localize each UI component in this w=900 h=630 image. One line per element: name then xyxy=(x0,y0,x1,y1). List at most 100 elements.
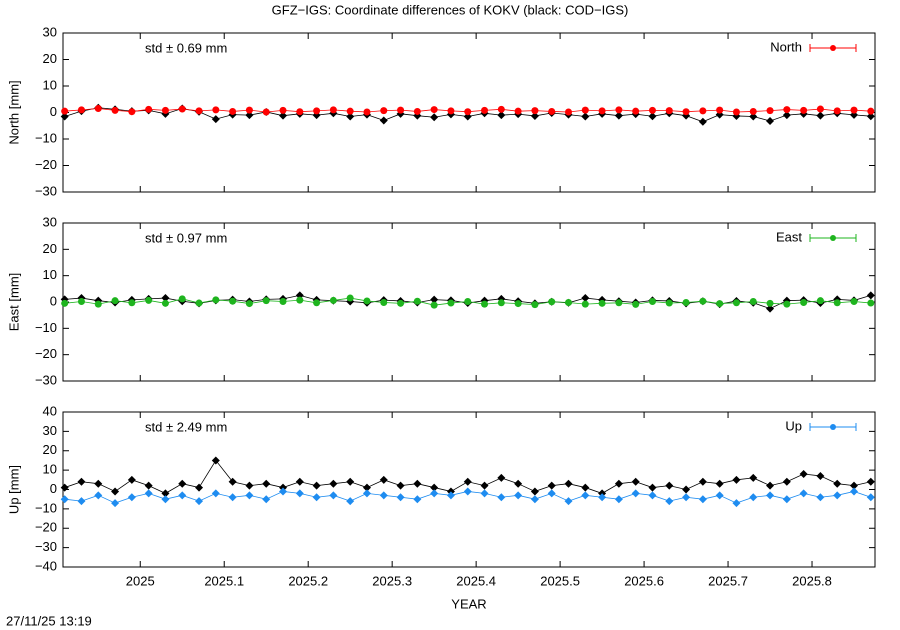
y-tick-label: 0 xyxy=(50,481,57,496)
data-point xyxy=(329,491,338,500)
data-point xyxy=(228,493,237,502)
data-point xyxy=(178,491,187,500)
data-point xyxy=(245,300,253,308)
data-point xyxy=(749,297,757,305)
y-tick-label: −10 xyxy=(35,130,57,145)
data-point xyxy=(61,107,69,115)
data-point xyxy=(530,495,539,504)
data-point xyxy=(866,493,875,502)
data-point xyxy=(77,477,86,486)
data-point xyxy=(867,107,875,115)
data-point xyxy=(413,297,421,305)
data-point xyxy=(547,489,556,498)
data-point xyxy=(631,477,640,486)
data-point xyxy=(716,300,724,308)
data-point xyxy=(447,107,455,115)
y-tick-label: 10 xyxy=(43,267,57,282)
y-tick-label: 20 xyxy=(43,241,57,256)
data-point xyxy=(61,299,69,307)
data-point xyxy=(481,300,489,308)
data-point xyxy=(245,111,254,120)
data-point xyxy=(816,105,824,113)
data-point xyxy=(598,493,607,502)
data-point xyxy=(783,300,791,308)
data-point xyxy=(682,299,690,307)
data-point xyxy=(229,297,237,305)
data-point xyxy=(312,481,321,490)
data-point xyxy=(228,477,237,486)
data-point xyxy=(379,116,388,125)
data-point xyxy=(279,106,287,114)
data-point xyxy=(481,106,489,114)
legend-sample xyxy=(830,235,836,241)
data-point xyxy=(430,106,438,114)
data-point xyxy=(245,491,254,500)
data-point xyxy=(682,493,691,502)
data-point xyxy=(178,105,186,113)
std-annotation: std ± 0.97 mm xyxy=(145,230,227,245)
data-point xyxy=(548,107,556,115)
data-point xyxy=(514,491,523,500)
data-point xyxy=(229,107,237,115)
legend-label: Up xyxy=(785,418,802,433)
data-point xyxy=(614,495,623,504)
data-point xyxy=(866,112,875,121)
data-point xyxy=(682,485,691,494)
data-point xyxy=(530,487,539,496)
data-point xyxy=(211,489,220,498)
data-point xyxy=(212,296,220,304)
data-point xyxy=(782,111,791,120)
data-point xyxy=(397,106,405,114)
data-point xyxy=(530,111,539,120)
data-point xyxy=(614,479,623,488)
data-point xyxy=(581,491,590,500)
data-point xyxy=(346,112,355,121)
data-point xyxy=(430,483,439,492)
data-point xyxy=(262,108,270,116)
data-point xyxy=(296,296,304,304)
data-point xyxy=(699,107,707,115)
data-point xyxy=(161,489,170,498)
chart-title: GFZ−IGS: Coordinate differences of KOKV … xyxy=(272,2,629,17)
data-point xyxy=(531,107,539,115)
x-tick-label: 2025.4 xyxy=(456,573,496,588)
data-point xyxy=(77,297,85,305)
data-point xyxy=(850,481,859,490)
data-point xyxy=(749,473,758,482)
data-point xyxy=(94,300,102,308)
data-point xyxy=(212,106,220,114)
data-point xyxy=(279,487,288,496)
data-point xyxy=(698,117,707,126)
data-point xyxy=(94,491,103,500)
data-point xyxy=(833,107,841,115)
data-point xyxy=(279,297,287,305)
data-point xyxy=(732,299,740,307)
data-point xyxy=(329,296,337,304)
data-point xyxy=(565,108,573,116)
data-point xyxy=(295,489,304,498)
data-point xyxy=(732,108,740,116)
data-point xyxy=(413,107,421,115)
x-tick-label: 2025.3 xyxy=(372,573,412,588)
y-tick-label: 30 xyxy=(43,24,57,39)
data-point xyxy=(665,107,673,115)
data-point xyxy=(144,489,153,498)
legend-sample xyxy=(830,45,836,51)
data-point xyxy=(715,491,724,500)
data-point xyxy=(296,108,304,116)
data-point xyxy=(799,489,808,498)
x-tick-label: 2025.5 xyxy=(540,573,580,588)
legend-label: North xyxy=(770,39,802,54)
data-point xyxy=(447,299,455,307)
data-point xyxy=(782,495,791,504)
data-point xyxy=(514,300,522,308)
data-point xyxy=(497,111,506,120)
data-point xyxy=(245,481,254,490)
data-point xyxy=(430,301,438,309)
data-point xyxy=(850,106,858,114)
std-annotation: std ± 0.69 mm xyxy=(145,40,227,55)
x-tick-label: 2025.1 xyxy=(204,573,244,588)
x-tick-label: 2025.2 xyxy=(288,573,328,588)
y-tick-label: −20 xyxy=(35,520,57,535)
x-tick-label: 2025 xyxy=(126,573,155,588)
